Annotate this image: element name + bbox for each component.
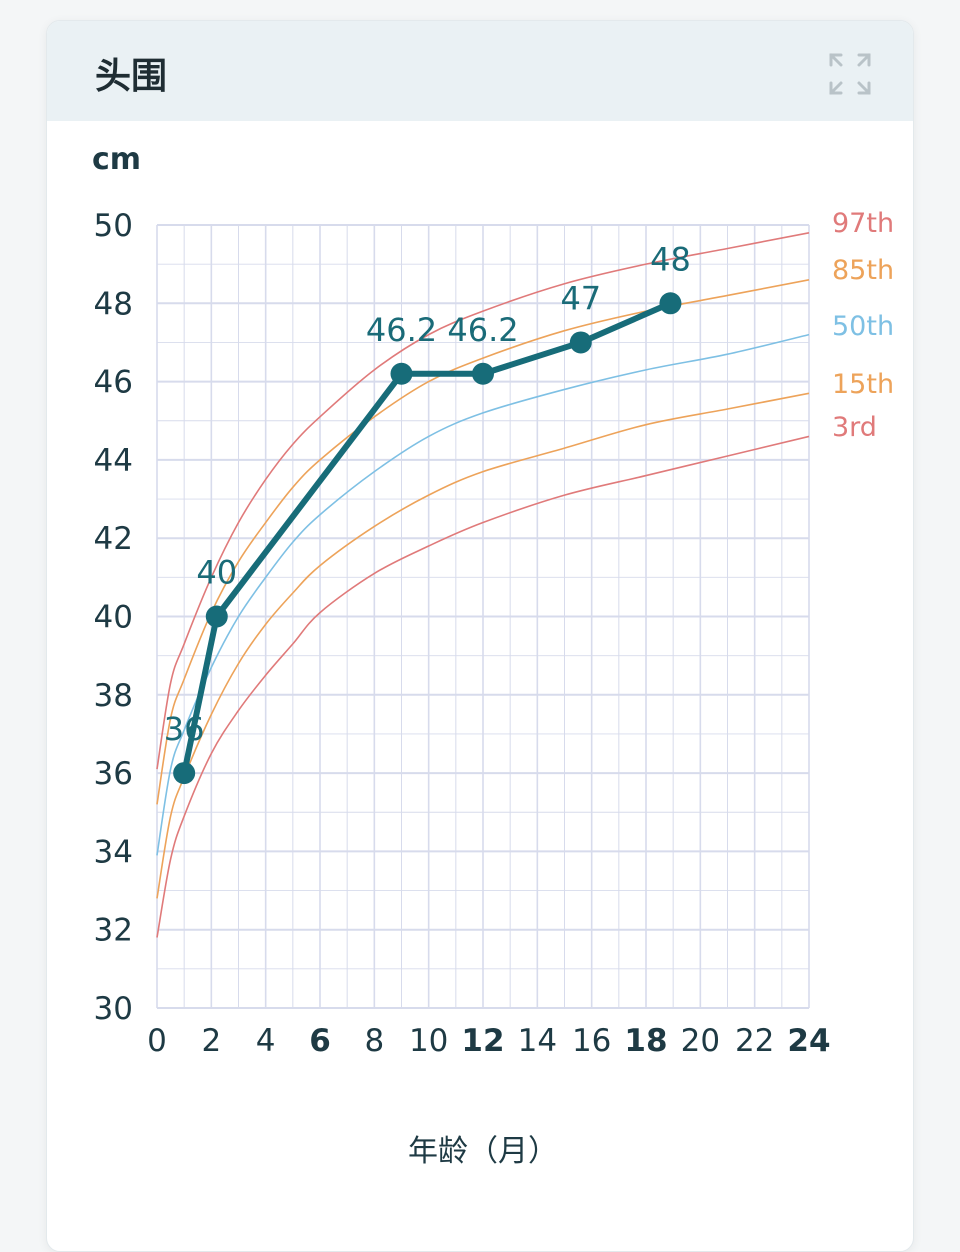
x-tick-label: 6 — [309, 1023, 331, 1059]
percentile-curve-3rd — [156, 435, 810, 938]
measurement-point[interactable] — [173, 762, 196, 785]
percentile-labels: 97th 85th 50th 15th 3rd — [832, 208, 894, 443]
measurement-point[interactable] — [472, 362, 494, 385]
measurement-value-label: 48 — [650, 240, 691, 278]
x-tick-label: 4 — [256, 1023, 276, 1059]
y-tick-label: 30 — [94, 991, 133, 1027]
y-tick-label: 34 — [94, 834, 133, 870]
y-tick-label: 48 — [94, 286, 133, 322]
measurement-point[interactable] — [205, 605, 228, 628]
expand-button[interactable] — [827, 51, 873, 97]
y-tick-label: 44 — [94, 443, 133, 479]
y-tick-label: 32 — [94, 913, 133, 949]
head-circumference-card: 头围 cm 97th 85th 50th 15th 3rd 30 32 34 36 38 40 42… — [46, 20, 914, 1252]
x-tick-label: 18 — [624, 1023, 667, 1059]
measurement-line — [181, 300, 672, 774]
percentile-curve-85th — [156, 279, 810, 805]
x-tick-label: 2 — [201, 1023, 221, 1059]
x-tick-label: 10 — [409, 1023, 448, 1059]
measurement-point[interactable] — [390, 362, 413, 385]
y-tick-label: 40 — [94, 600, 133, 636]
x-tick-label: 12 — [461, 1023, 504, 1059]
x-tick-label: 20 — [681, 1023, 720, 1059]
measurement-point[interactable] — [569, 331, 592, 354]
card-header: 头围 — [47, 21, 913, 121]
measurement-series: 36 40 46.2 46.2 47 48 — [164, 240, 691, 785]
y-tick-label: 38 — [94, 678, 133, 714]
x-tick-label: 24 — [787, 1023, 830, 1059]
y-tick-label: 36 — [94, 756, 133, 792]
y-unit-label: cm — [92, 142, 141, 177]
measurement-value-label: 47 — [560, 279, 601, 317]
measurement-value-label: 40 — [196, 554, 237, 592]
expand-icon — [829, 53, 871, 95]
percentile-curves — [156, 232, 810, 938]
x-axis-label: 年龄（月） — [408, 1134, 558, 1169]
measurement-value-label: 36 — [164, 710, 205, 748]
percentile-curve-97th — [156, 232, 810, 770]
percentile-label-97th: 97th — [832, 208, 894, 239]
measurement-value-label: 46.2 — [366, 311, 437, 349]
x-tick-label: 16 — [572, 1023, 611, 1059]
y-tick-label: 42 — [94, 521, 133, 557]
x-tick-label: 0 — [147, 1023, 167, 1059]
card-title: 头围 — [95, 56, 168, 97]
measurement-point[interactable] — [659, 292, 682, 315]
y-tick-label: 50 — [94, 208, 133, 244]
percentile-label-3rd: 3rd — [832, 412, 877, 443]
percentile-curve-15th — [156, 392, 810, 899]
percentile-curve-50th — [156, 333, 810, 856]
x-axis-ticks: 0 2 4 6 8 10 12 14 16 18 20 22 24 — [147, 1023, 830, 1059]
y-tick-label: 46 — [94, 365, 133, 401]
x-tick-label: 22 — [735, 1023, 774, 1059]
percentile-label-50th: 50th — [832, 311, 894, 342]
percentile-label-15th: 15th — [832, 369, 894, 400]
measurement-value-label: 46.2 — [447, 311, 518, 349]
y-axis-ticks: 30 32 34 36 38 40 42 44 46 48 50 — [94, 208, 133, 1027]
percentile-label-85th: 85th — [832, 255, 894, 286]
x-tick-label: 8 — [364, 1023, 384, 1059]
x-tick-label: 14 — [518, 1023, 557, 1059]
